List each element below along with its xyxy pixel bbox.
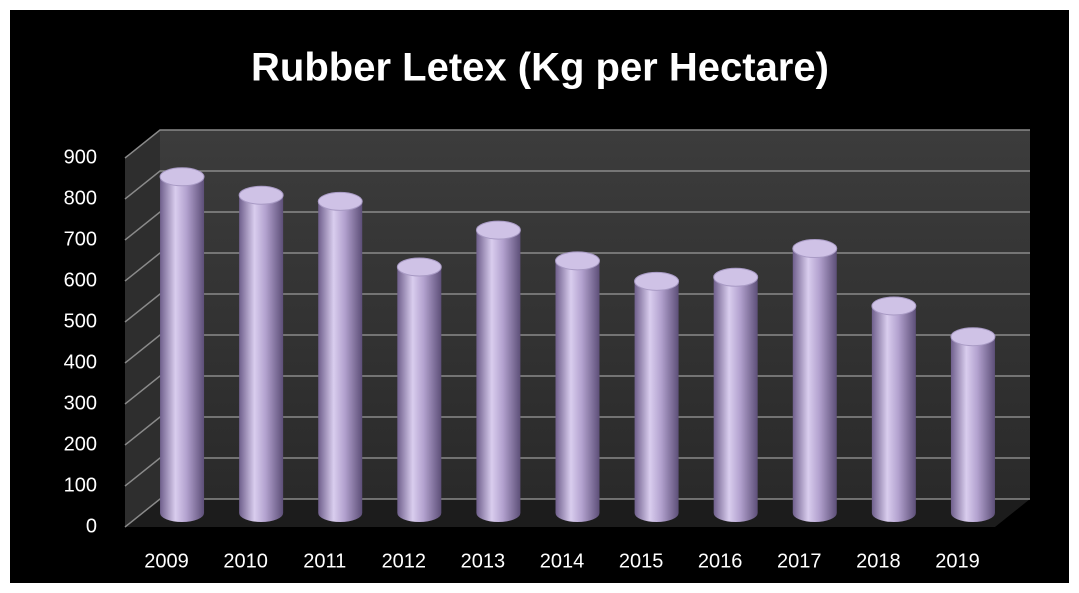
side-wall (125, 130, 160, 527)
grid-line (124, 252, 1030, 282)
bar (397, 267, 442, 522)
bar (950, 336, 995, 522)
bar (476, 230, 521, 522)
x-tick-label: 2010 (223, 550, 268, 572)
bar (634, 281, 679, 522)
bar (713, 277, 758, 522)
x-tick-label: 2017 (777, 550, 822, 572)
bar-top (396, 257, 442, 277)
x-tick-label: 2013 (461, 550, 506, 572)
bar-top (238, 185, 284, 205)
x-tick-label: 2009 (144, 550, 189, 572)
bar-top (871, 296, 917, 316)
grid-line (124, 211, 1030, 241)
bar-top (950, 327, 996, 347)
bar-top (713, 267, 759, 287)
bar-top (634, 271, 680, 291)
bar-top (159, 167, 205, 187)
bar (871, 305, 916, 522)
bar (239, 195, 284, 522)
y-tick-label: 800 (64, 187, 97, 209)
x-tick-label: 2015 (619, 550, 664, 572)
y-tick-label: 600 (64, 269, 97, 291)
grid-line (124, 170, 1030, 200)
y-tick-label: 100 (64, 474, 97, 496)
x-tick-label: 2011 (303, 550, 346, 572)
bar-top (555, 251, 600, 271)
x-tick-label: 2018 (856, 550, 901, 572)
chart-title: Rubber Letex (Kg per Hectare) (251, 46, 829, 90)
x-tick-label: 2014 (540, 550, 585, 572)
y-tick-label: 0 (86, 515, 97, 537)
bar (555, 260, 600, 522)
bar-top (792, 239, 838, 259)
bar (792, 248, 837, 523)
y-tick-label: 200 (64, 433, 97, 455)
x-tick-label: 2016 (698, 550, 743, 572)
grid-line (124, 129, 1030, 159)
y-tick-label: 500 (64, 310, 97, 332)
x-tick-label: 2019 (935, 550, 980, 572)
bar-top (475, 220, 521, 240)
bar-top (317, 191, 363, 211)
x-tick-label: 2012 (382, 550, 427, 572)
y-tick-label: 900 (64, 146, 97, 168)
y-tick-label: 300 (64, 392, 97, 414)
bar (160, 176, 205, 523)
y-tick-label: 400 (64, 351, 97, 373)
bar (318, 201, 363, 522)
y-tick-label: 700 (64, 228, 97, 250)
